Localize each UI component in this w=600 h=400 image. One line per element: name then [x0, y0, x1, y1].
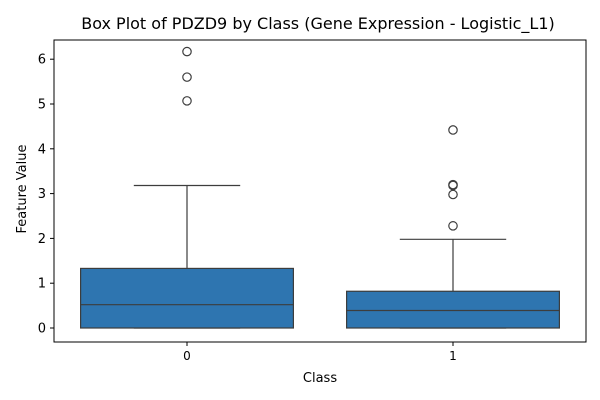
- outlier-point: [182, 46, 192, 57]
- y-tick-label: 4: [38, 142, 46, 157]
- chart-title: Box Plot of PDZD9 by Class (Gene Express…: [81, 14, 555, 34]
- iqr-box: [79, 267, 295, 329]
- outlier-point: [448, 125, 458, 135]
- y-tick-label: 6: [38, 53, 46, 68]
- plot-area: [53, 39, 587, 343]
- y-tick-label: 2: [38, 232, 46, 247]
- y-tick-label: 0: [38, 322, 46, 337]
- outlier-point: [448, 179, 458, 190]
- outlier-point: [182, 96, 192, 106]
- y-axis: 0 1 2 3 4 5 6: [38, 53, 54, 337]
- x-axis-label: Class: [303, 371, 337, 386]
- box-group-class-1: [346, 125, 561, 329]
- y-tick-label: 1: [38, 277, 46, 292]
- iqr-box: [346, 290, 561, 329]
- y-axis-label: Feature Value: [15, 145, 30, 234]
- plot-frame: [53, 39, 587, 343]
- y-tick-label: 3: [38, 187, 46, 202]
- y-tick-label: 5: [38, 98, 46, 113]
- outlier-point: [182, 72, 192, 82]
- outlier-point: [448, 221, 458, 231]
- outlier-point: [448, 189, 458, 200]
- x-tick-label: 1: [449, 349, 457, 363]
- box-group-class-0: [79, 46, 295, 329]
- x-tick-label: 0: [183, 349, 191, 363]
